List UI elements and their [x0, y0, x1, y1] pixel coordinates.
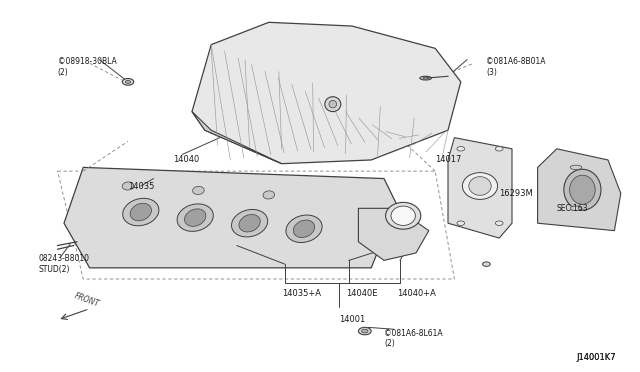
- Text: 16293M: 16293M: [499, 189, 533, 198]
- Ellipse shape: [130, 203, 152, 221]
- Ellipse shape: [286, 215, 322, 243]
- Ellipse shape: [468, 177, 492, 195]
- Ellipse shape: [495, 221, 503, 225]
- Polygon shape: [192, 112, 282, 164]
- Ellipse shape: [193, 186, 204, 195]
- Polygon shape: [192, 22, 461, 164]
- Text: 14035: 14035: [128, 182, 154, 190]
- Ellipse shape: [462, 173, 498, 199]
- Text: 14040E: 14040E: [346, 289, 377, 298]
- Ellipse shape: [325, 97, 341, 112]
- Text: 14017: 14017: [435, 155, 461, 164]
- Ellipse shape: [423, 77, 428, 79]
- Text: ©081A6-8L61A
(2): ©081A6-8L61A (2): [384, 329, 443, 348]
- Ellipse shape: [495, 147, 503, 151]
- Polygon shape: [448, 138, 512, 238]
- Ellipse shape: [457, 221, 465, 225]
- Ellipse shape: [184, 209, 206, 227]
- Text: 14001: 14001: [339, 315, 365, 324]
- Text: 14040+A: 14040+A: [397, 289, 436, 298]
- Ellipse shape: [122, 182, 134, 190]
- Text: FRONT: FRONT: [74, 292, 101, 309]
- Ellipse shape: [232, 209, 268, 237]
- Ellipse shape: [457, 147, 465, 151]
- Polygon shape: [538, 149, 621, 231]
- Ellipse shape: [385, 202, 421, 229]
- Ellipse shape: [362, 329, 368, 333]
- Ellipse shape: [391, 206, 415, 225]
- Ellipse shape: [239, 214, 260, 232]
- Text: 14040: 14040: [173, 155, 199, 164]
- Ellipse shape: [420, 76, 431, 80]
- Ellipse shape: [177, 204, 213, 231]
- Text: SEC.163: SEC.163: [557, 204, 588, 213]
- Ellipse shape: [570, 175, 595, 204]
- Ellipse shape: [329, 100, 337, 108]
- Polygon shape: [64, 167, 397, 268]
- Ellipse shape: [293, 220, 315, 238]
- Ellipse shape: [263, 191, 275, 199]
- Text: J14001K7: J14001K7: [576, 353, 616, 362]
- Ellipse shape: [564, 169, 601, 210]
- Ellipse shape: [570, 165, 582, 170]
- Ellipse shape: [123, 198, 159, 226]
- Ellipse shape: [122, 78, 134, 85]
- Text: ©081A6-8B01A
(3): ©081A6-8B01A (3): [486, 57, 546, 77]
- Polygon shape: [358, 208, 429, 260]
- Ellipse shape: [358, 327, 371, 335]
- Ellipse shape: [483, 262, 490, 266]
- Text: J14001K7: J14001K7: [576, 353, 616, 362]
- Ellipse shape: [570, 206, 582, 211]
- Text: ©08918-30BLA
(2): ©08918-30BLA (2): [58, 57, 116, 77]
- Text: 08243-B8010
STUD(2): 08243-B8010 STUD(2): [38, 254, 90, 274]
- Ellipse shape: [125, 80, 131, 83]
- Text: 14035+A: 14035+A: [282, 289, 321, 298]
